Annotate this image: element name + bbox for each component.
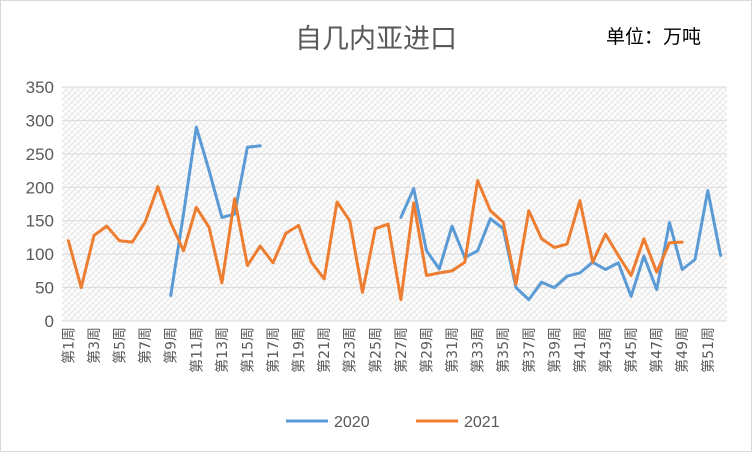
- unit-label: 单位：万吨: [606, 26, 701, 48]
- y-axis: 0 50 100 150 200 250 300 350: [26, 78, 54, 331]
- x-tick-label: 第13周: [214, 327, 231, 373]
- legend: 2020 2021: [286, 414, 500, 431]
- x-tick-label: 第5周: [112, 327, 129, 364]
- x-tick-label: 第45周: [623, 327, 640, 373]
- y-tick-label: 100: [26, 245, 54, 264]
- x-tick-label: 第37周: [521, 327, 538, 373]
- x-tick-label: 第15周: [239, 327, 256, 373]
- series-lines: [66, 125, 723, 302]
- x-tick-label: 第43周: [598, 327, 615, 373]
- y-tick-label: 50: [35, 279, 54, 298]
- series-line-2020: [399, 187, 723, 302]
- x-tick-label: 第51周: [700, 327, 717, 373]
- y-tick-label: 150: [26, 212, 54, 231]
- x-tick-label: 第47周: [649, 327, 666, 373]
- x-tick-label: 第1周: [60, 327, 77, 364]
- x-tick-label: 第25周: [367, 327, 384, 373]
- y-tick-label: 200: [26, 178, 54, 197]
- y-tick-label: 350: [26, 78, 54, 97]
- chart-title: 自几内亚进口: [295, 24, 457, 55]
- x-tick-label: 第19周: [291, 327, 308, 373]
- x-tick-label: 第23周: [342, 327, 359, 373]
- y-tick-label: 0: [45, 312, 54, 331]
- x-tick-label: 第41周: [572, 327, 589, 373]
- series-line-2021: [66, 179, 684, 302]
- x-tick-label: 第7周: [137, 327, 154, 364]
- legend-label-2021: 2021: [464, 414, 500, 431]
- y-tick-label: 300: [26, 111, 54, 130]
- x-tick-label: 第49周: [674, 327, 691, 373]
- x-tick-label: 第29周: [418, 327, 435, 373]
- x-tick-label: 第39周: [546, 327, 563, 373]
- legend-label-2020: 2020: [334, 414, 370, 431]
- series-line-2020: [169, 125, 262, 298]
- x-tick-label: 第35周: [495, 327, 512, 373]
- x-tick-label: 第33周: [470, 327, 487, 373]
- x-tick-label: 第11周: [188, 327, 205, 373]
- x-axis: 第1周 第3周 第5周 第7周 第9周 第11周 第13周 第15周 第17周 第19周 第21周第…: [60, 327, 716, 373]
- x-tick-label: 第31周: [444, 327, 461, 373]
- x-tick-label: 第27周: [393, 327, 410, 373]
- x-tick-label: 第3周: [86, 327, 103, 364]
- x-tick-label: 第9周: [163, 327, 180, 364]
- x-tick-label: 第17周: [265, 327, 282, 373]
- y-tick-label: 250: [26, 145, 54, 164]
- x-tick-label: 第21周: [316, 327, 333, 373]
